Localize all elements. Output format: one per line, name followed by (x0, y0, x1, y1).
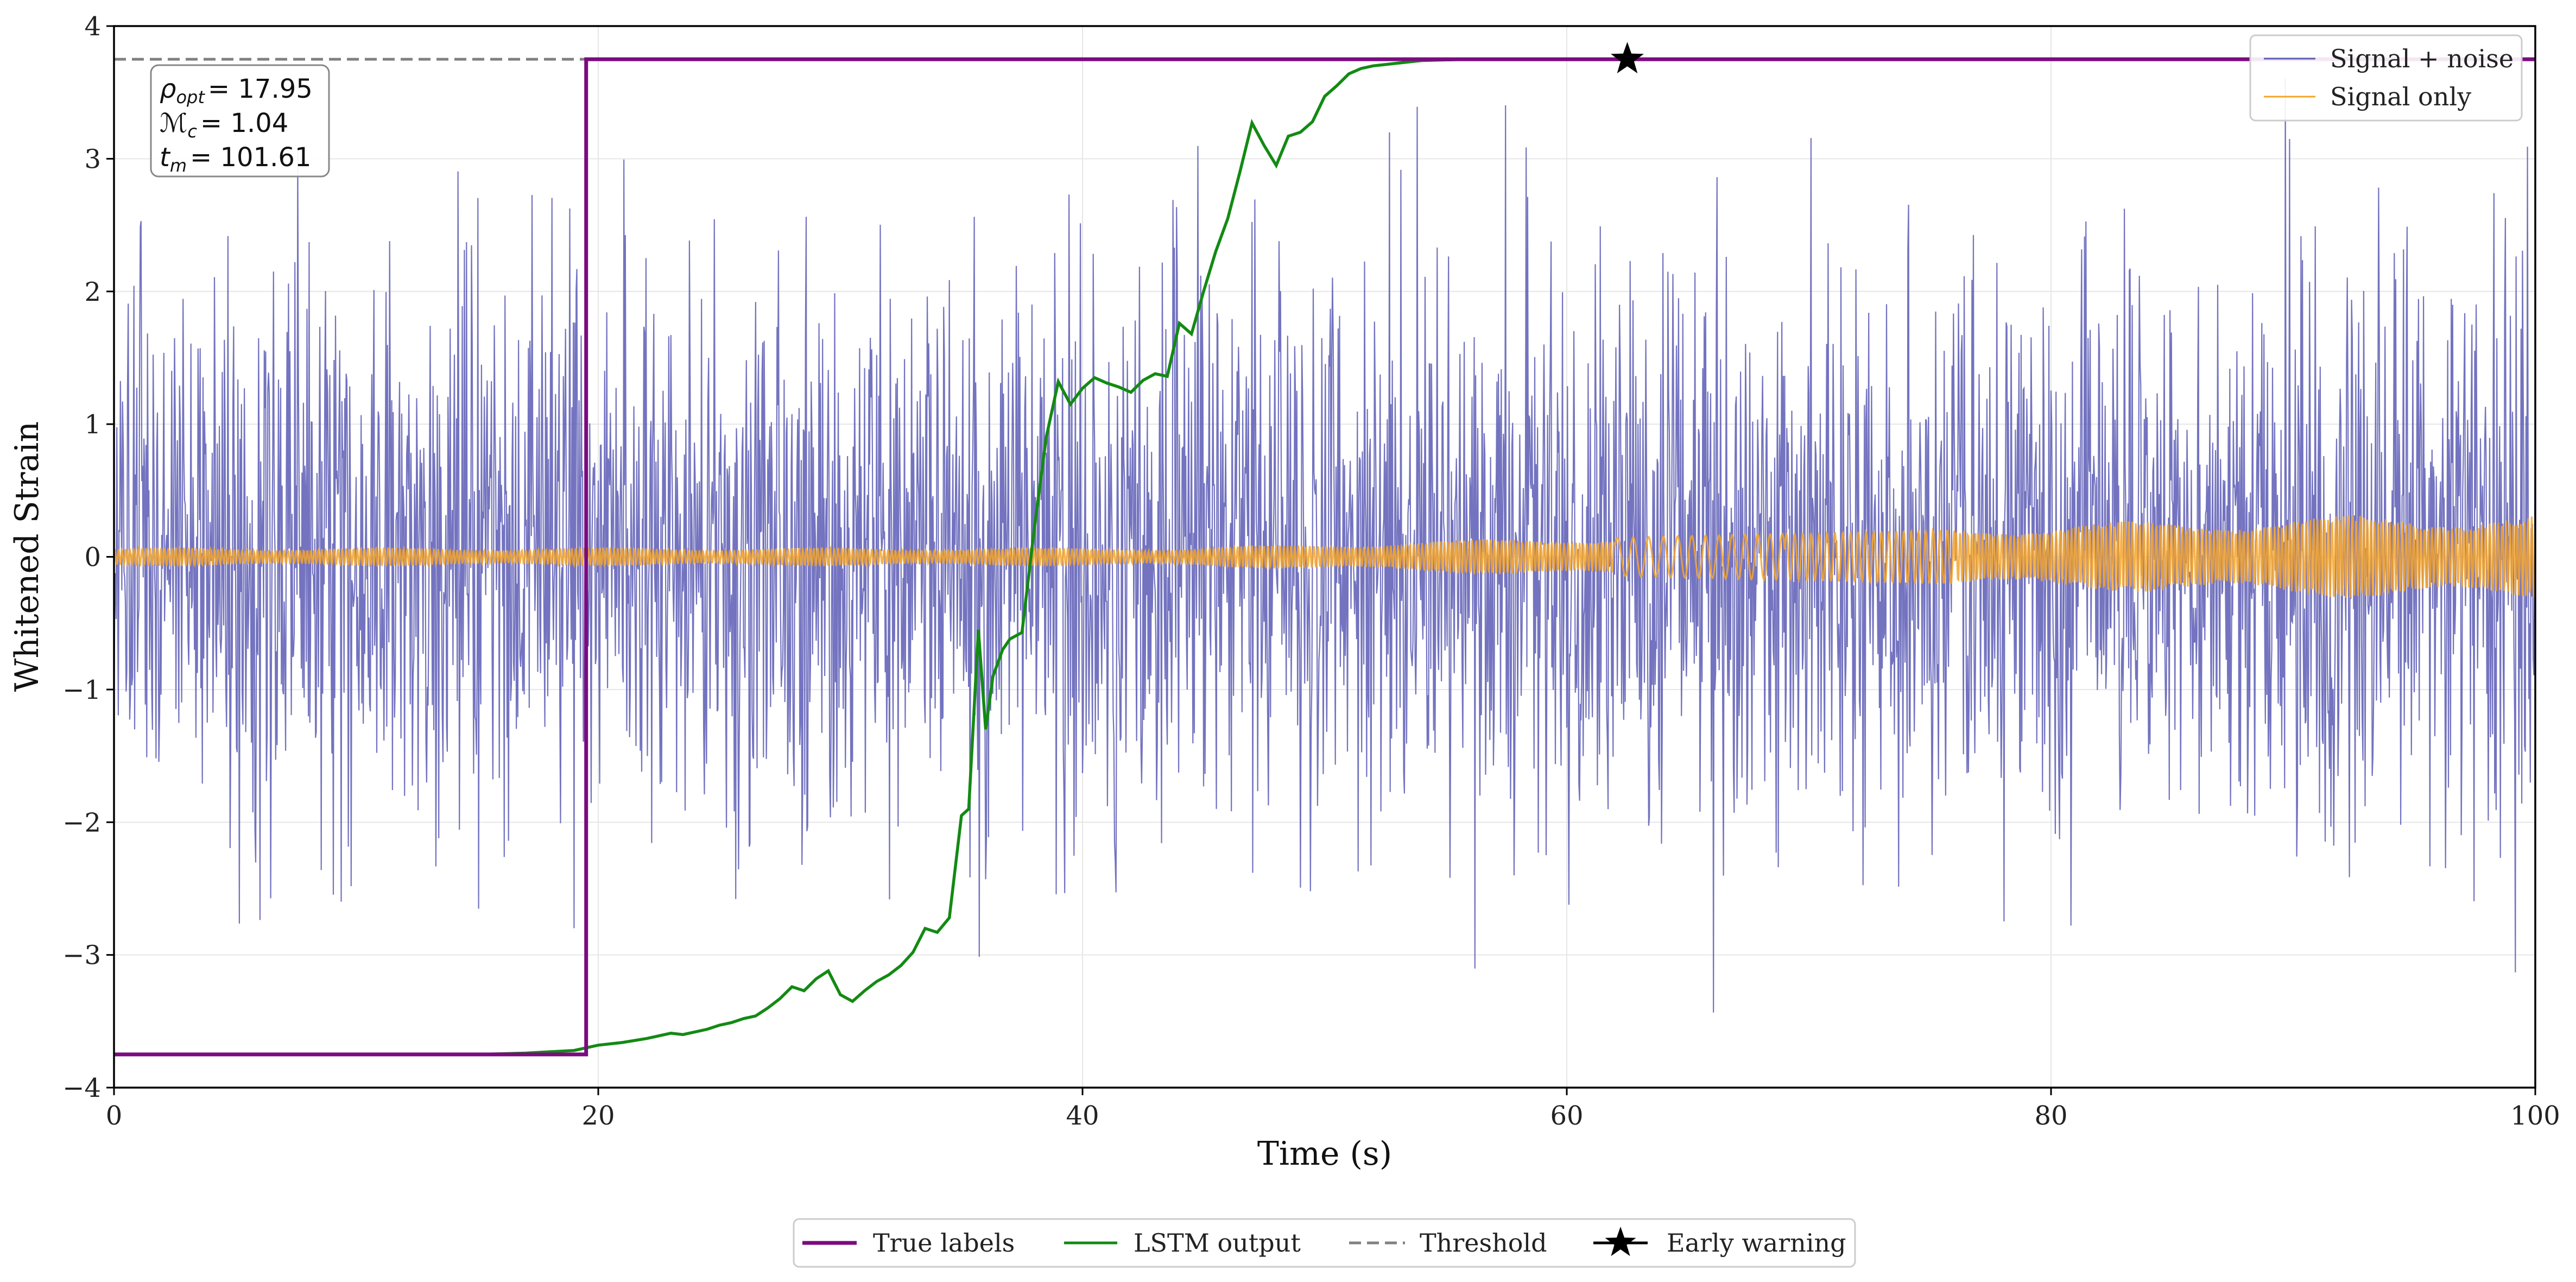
y-tick-label: −4 (62, 1073, 101, 1103)
legend-upper-box (2249, 34, 2523, 122)
signal-only-line (114, 515, 2535, 598)
rho-opt-label: ρopt = 17.95 (160, 74, 313, 108)
legend-signal-only-label: Signal only (2330, 82, 2471, 111)
y-tick-label: 2 (84, 277, 101, 307)
y-tick-label: 1 (84, 409, 101, 440)
y-tick-label: −2 (62, 807, 101, 838)
legend-lower: True labels LSTM output Threshold Early … (793, 1218, 1856, 1268)
lstm-output-line (114, 58, 2535, 1056)
x-tick-label: 40 (1066, 1101, 1099, 1131)
legend-lower-box (793, 1218, 1856, 1268)
merger-time-label: tm = 101.61 (160, 142, 311, 176)
signal-noise-line (114, 79, 2535, 1013)
y-tick-label: 3 (84, 144, 101, 174)
x-axis-title: Time (s) (1257, 1135, 1392, 1173)
x-tick-label: 80 (2034, 1101, 2067, 1131)
x-tick-label: 100 (2510, 1101, 2560, 1131)
x-axis-ticks: 0 20 40 60 80 100 (106, 1088, 2560, 1131)
y-tick-label: 0 (84, 542, 101, 573)
y-axis-title: Whitened Strain (8, 421, 46, 692)
true-labels-line (114, 57, 2535, 1057)
y-axis-ticks: −4 −3 −2 −1 0 1 2 3 4 (62, 11, 114, 1103)
legend-lstm-output-label: LSTM output (1134, 1228, 1301, 1258)
stats-annotation-box (150, 64, 330, 178)
x-tick-label: 0 (106, 1101, 123, 1131)
early-warning-star (1611, 42, 1644, 73)
y-tick-label: −1 (62, 675, 101, 705)
legend-upper: Signal + noise Signal only (2249, 34, 2523, 122)
stats-annotation: ρopt = 17.95 ℳc = 1.04 tm = 101.61 (150, 64, 330, 178)
legend-signal-noise-label: Signal + noise (2330, 44, 2514, 73)
x-tick-label: 20 (581, 1101, 615, 1131)
legend-true-labels-label: True labels (873, 1228, 1015, 1258)
legend-early-warning-star-icon (1605, 1227, 1636, 1256)
legend-threshold-label: Threshold (1420, 1228, 1547, 1258)
y-tick-label: 4 (84, 11, 101, 42)
legend-early-warning-label: Early warning (1667, 1228, 1846, 1258)
y-tick-label: −3 (62, 940, 101, 971)
chirp-mass-label: ℳc = 1.04 (160, 108, 288, 142)
x-tick-label: 60 (1550, 1101, 1583, 1131)
